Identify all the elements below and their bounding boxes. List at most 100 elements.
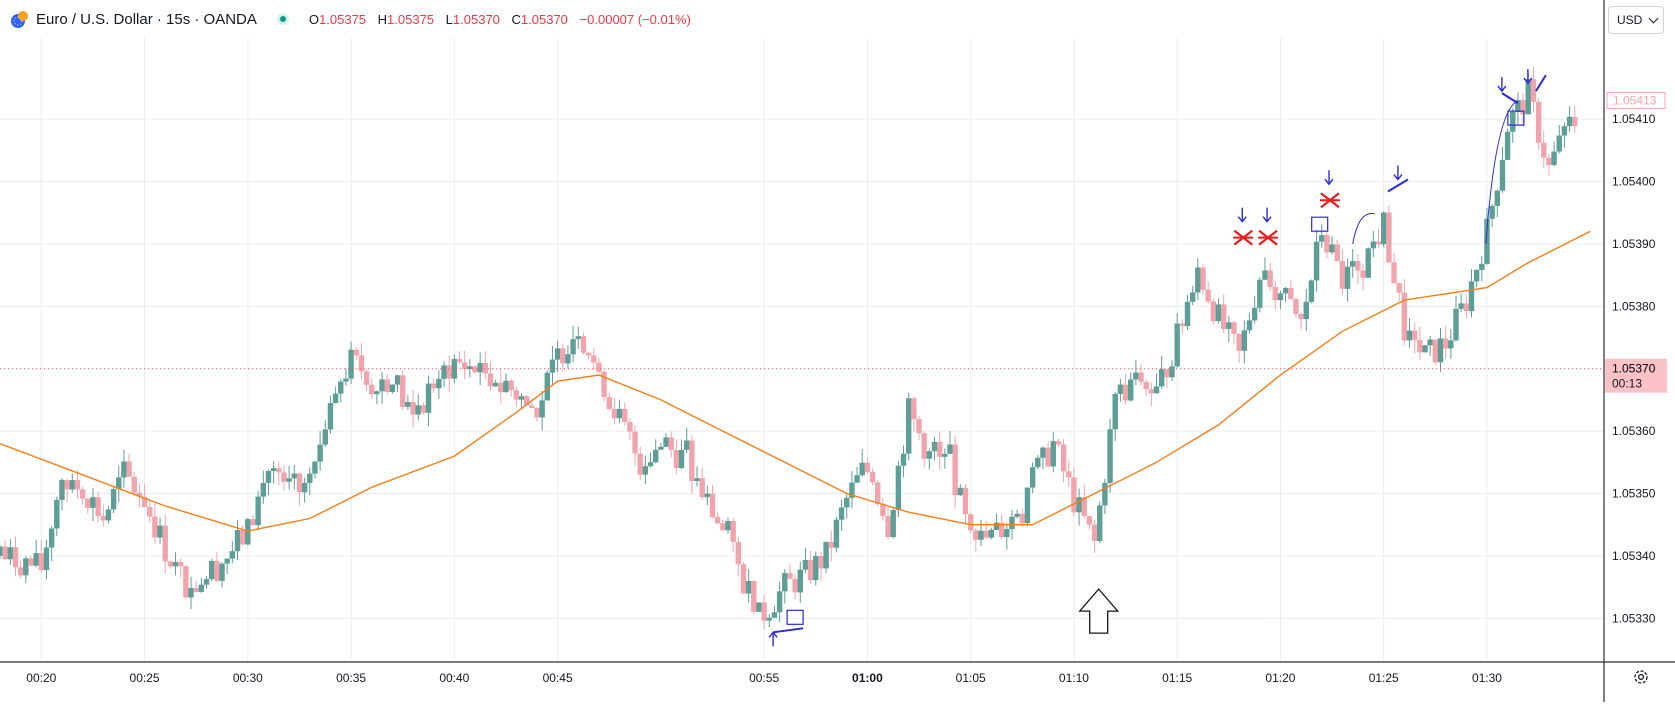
candle-body — [1339, 261, 1346, 289]
candle-body — [1189, 292, 1196, 302]
candle-body — [1035, 457, 1041, 468]
candle-body — [704, 493, 711, 498]
candle-body — [441, 365, 447, 379]
candle-body — [1133, 372, 1139, 380]
candle-body — [560, 348, 566, 364]
candle-body — [183, 566, 189, 598]
candle-body — [193, 588, 199, 592]
up-arrow-icon — [1078, 588, 1120, 634]
candle-body — [1504, 131, 1511, 160]
candle-body — [1468, 281, 1475, 312]
candle-body — [1184, 301, 1191, 327]
candle-body — [1329, 244, 1335, 253]
candle-body — [198, 584, 205, 592]
candle-body — [622, 408, 628, 423]
time-axis-label: 00:25 — [130, 671, 160, 685]
time-axis-label: 00:35 — [336, 671, 366, 685]
candle-body — [709, 493, 716, 518]
candle-body — [880, 503, 886, 517]
candle-body — [885, 516, 891, 538]
candle-body — [1076, 497, 1082, 513]
hand-stroke — [1387, 178, 1409, 193]
candle-body — [911, 398, 917, 420]
price-axis-label: 1.05340 — [1612, 549, 1656, 563]
candle-body — [131, 476, 137, 493]
market-status-icon[interactable] — [276, 13, 289, 25]
candle-body — [1401, 292, 1408, 341]
candle-body — [1458, 303, 1464, 309]
price-axis-label: 1.05380 — [1612, 299, 1656, 313]
candle-body — [415, 405, 421, 415]
symbol-title[interactable]: Euro / U.S. Dollar · 15s · OANDA — [36, 10, 257, 28]
candle-body — [1308, 280, 1315, 302]
candle-body — [1267, 270, 1273, 288]
candle-body — [1566, 116, 1573, 127]
candle-body — [1205, 289, 1211, 302]
candle-body — [694, 478, 700, 481]
candle-body — [1319, 235, 1325, 242]
candle-body — [1344, 266, 1351, 289]
candle-body — [33, 553, 39, 566]
candle-body — [998, 522, 1005, 538]
candle-body — [606, 396, 612, 409]
low-label: L — [445, 11, 453, 27]
candle-body — [477, 362, 483, 373]
candle-body — [1530, 79, 1537, 102]
candle-body — [642, 466, 649, 475]
candle-body — [761, 602, 767, 621]
settings-icon[interactable] — [1632, 668, 1650, 686]
candle-body — [121, 461, 127, 478]
candle-body — [1386, 212, 1392, 263]
candle-body — [1200, 267, 1206, 290]
countdown-label: 00:13 — [1612, 377, 1642, 391]
candle-body — [1572, 116, 1578, 127]
candle-body — [116, 477, 122, 490]
candle-body — [312, 461, 318, 474]
candle-body — [1463, 303, 1470, 312]
candle-body — [1541, 142, 1547, 158]
candle-body — [818, 556, 824, 569]
candle-body — [1546, 157, 1552, 165]
candle-body — [683, 440, 690, 450]
annotation-box — [1311, 216, 1329, 232]
candle-body — [554, 348, 561, 360]
candle-body — [95, 497, 101, 517]
candle-body — [947, 444, 953, 454]
candle-body — [673, 449, 680, 469]
candle-body — [1071, 477, 1077, 513]
candle-body — [400, 375, 406, 407]
candle-body — [281, 472, 287, 482]
candle-body — [1158, 369, 1165, 387]
time-axis-label: 01:15 — [1162, 671, 1192, 685]
candle-body — [467, 366, 473, 370]
candle-body — [338, 381, 344, 394]
candle-body — [720, 523, 726, 531]
currency-label: USD — [1617, 13, 1643, 27]
candle-body — [188, 588, 194, 598]
candle-body — [126, 461, 132, 477]
candle-body — [1556, 135, 1562, 152]
candle-body — [410, 402, 416, 415]
candle-body — [1179, 323, 1186, 327]
candle-body — [1086, 516, 1093, 525]
candle-body — [813, 556, 819, 581]
candle-body — [1288, 287, 1294, 300]
candle-body — [436, 378, 442, 389]
candle-body — [1169, 366, 1175, 378]
candle-body — [689, 440, 695, 481]
down-arrow-head — [1262, 216, 1272, 223]
time-axis-label: 00:30 — [233, 671, 263, 685]
candle-body — [916, 419, 922, 434]
candle-body — [745, 580, 752, 594]
candle-body — [1246, 320, 1253, 331]
candle-body — [1473, 269, 1480, 282]
time-axis-label: 01:25 — [1369, 671, 1399, 685]
candle-body — [178, 561, 184, 567]
currency-selector[interactable]: USD — [1608, 6, 1664, 34]
candle-body — [1060, 444, 1067, 472]
candle-body — [725, 520, 731, 531]
candle-body — [498, 382, 504, 393]
candle-body — [54, 499, 60, 529]
price-axis-label: 1.05410 — [1612, 112, 1656, 126]
